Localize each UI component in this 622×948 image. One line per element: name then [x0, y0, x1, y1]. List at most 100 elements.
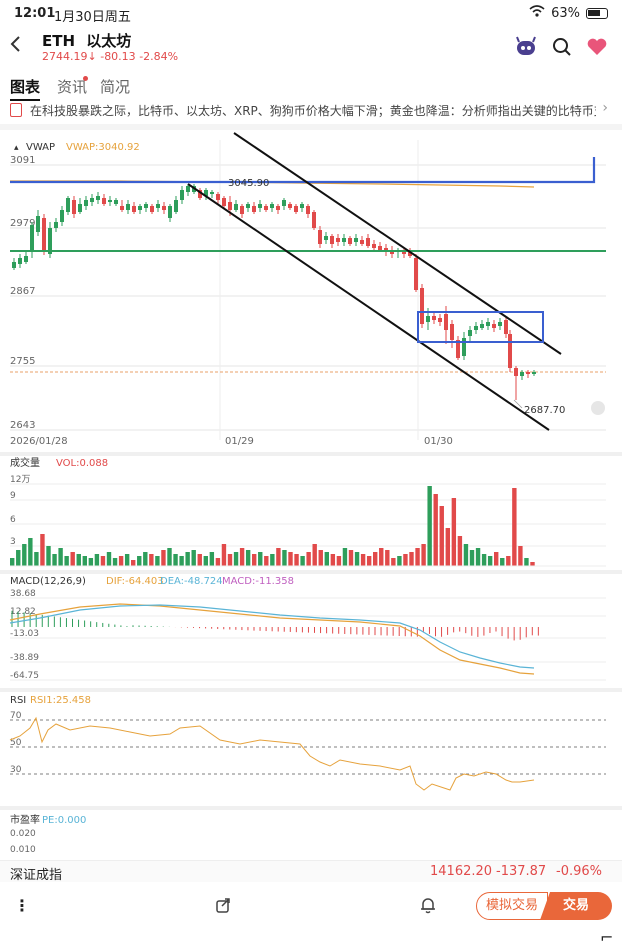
x-tick-label: 01/30 — [424, 436, 453, 447]
candle-body — [348, 238, 352, 244]
candle-body — [162, 206, 166, 210]
volume-bar — [155, 556, 160, 566]
volume-bar — [46, 546, 51, 566]
volume-bar — [143, 552, 148, 566]
status-bar: 12:01 1月30日周五 63% — [0, 0, 622, 28]
favorite-heart-icon[interactable] — [586, 37, 608, 61]
chart-area[interactable]: ▴ VWAP VWAP:3040.92 3091 2979 2867 2755 2643 202… — [0, 0, 622, 860]
candle-body — [18, 258, 22, 264]
candle-body — [414, 258, 418, 290]
candle-body — [108, 200, 112, 202]
volume-bar — [252, 554, 257, 566]
tab-news[interactable]: 资讯 — [57, 78, 88, 96]
volume-title: 成交量 — [10, 456, 40, 469]
pe-y-tick: 0.020 — [10, 829, 36, 839]
volume-bar — [469, 550, 475, 566]
volume-bar — [354, 552, 360, 566]
volume-bar — [282, 550, 287, 566]
volume-bar — [433, 494, 438, 566]
y-tick-label: 2755 — [10, 356, 35, 367]
volume-bar — [88, 558, 94, 566]
volume-bar — [28, 538, 33, 566]
volume-bar — [397, 556, 402, 566]
candle-body — [372, 244, 376, 248]
volume-bar — [276, 548, 281, 566]
index-change: -137.87 — [496, 864, 547, 879]
candle-body — [498, 322, 502, 326]
volume-bar — [379, 548, 384, 566]
macd-y-tick: 38.68 — [10, 589, 36, 599]
volume-bar — [185, 552, 190, 566]
candle-body — [210, 192, 214, 194]
y-tick-label: 2643 — [10, 420, 35, 431]
volume-bar — [106, 552, 112, 566]
volume-bar — [233, 552, 239, 566]
share-icon[interactable] — [215, 897, 231, 917]
volume-bar — [40, 534, 45, 566]
search-icon[interactable] — [552, 37, 572, 61]
price-line: 2744.19↓ -80.13 -2.84% — [42, 50, 178, 63]
volume-bar — [209, 552, 215, 566]
candle-body — [114, 200, 118, 204]
robot-assistant-icon[interactable] — [514, 36, 538, 62]
candle-body — [60, 210, 64, 222]
page-title: ETH 以太坊 — [42, 30, 131, 51]
candle-body — [24, 256, 28, 262]
tab-profile[interactable]: 简况 — [100, 78, 131, 96]
volume-bar — [421, 544, 426, 566]
candle-body — [282, 200, 286, 206]
tab-chart[interactable]: 图表 — [10, 76, 41, 101]
simulated-trade-button[interactable]: 模拟交易 — [476, 892, 548, 920]
candle-body — [378, 246, 382, 250]
candle-body — [252, 206, 256, 212]
macd-y-tick: 12.82 — [10, 607, 36, 617]
rsi-label: RSI1:25.458 — [30, 695, 91, 706]
rsi-line — [9, 716, 535, 791]
volume-bar — [203, 556, 208, 566]
candle-body — [474, 326, 478, 330]
candle-body — [96, 196, 100, 200]
asset-name: 以太坊 — [86, 32, 132, 50]
back-icon[interactable] — [8, 34, 28, 60]
volume-bar — [530, 562, 535, 566]
volume-bar — [161, 550, 166, 566]
macd-title: MACD(12,26,9) — [10, 576, 86, 587]
tab-bar: 图表 资讯 简况 — [0, 76, 622, 102]
macd-y-tick: -38.89 — [10, 653, 39, 663]
candle-body — [36, 216, 40, 232]
volume-bar — [149, 554, 154, 566]
alert-bell-icon[interactable] — [420, 897, 436, 918]
candle-body — [330, 236, 334, 244]
status-icons: 63% — [529, 5, 608, 21]
candle-body — [426, 316, 430, 322]
volume-bar — [64, 556, 69, 566]
volume-bar — [76, 554, 81, 566]
index-bar[interactable]: 深证成指 14162.20 -137.87 -0.96% — [0, 860, 622, 883]
volume-bar — [239, 548, 245, 566]
volume-bar — [312, 544, 317, 566]
candle-body — [342, 238, 346, 242]
volume-bar — [385, 550, 390, 566]
volume-bar — [500, 558, 505, 566]
macd-dif-line — [9, 603, 535, 675]
trade-button[interactable]: 交易 — [540, 892, 612, 920]
consolidation-box — [417, 311, 544, 343]
price-change: -80.13 — [100, 50, 136, 63]
candle-body — [138, 206, 142, 210]
volume-bar — [439, 506, 444, 566]
candle-body — [480, 324, 484, 328]
candle-body — [72, 200, 76, 214]
volume-bar — [22, 544, 27, 566]
volume-bar — [409, 552, 414, 566]
volume-bar — [506, 556, 511, 566]
macd-dif-label: DIF:-64.403 — [106, 576, 164, 587]
candle-body — [300, 204, 304, 208]
volume-bar — [264, 556, 269, 566]
candle-body — [180, 190, 184, 200]
news-ticker[interactable]: 在科技股暴跌之际，比特币、以太坊、XRP、狗狗币价格大幅下滑；黄金也降温：分析师… — [0, 100, 622, 122]
volume-bar — [10, 558, 15, 566]
pe-y-tick: 0.010 — [10, 845, 36, 855]
more-vertical-icon[interactable]: ⋮ — [14, 896, 30, 915]
candle-body — [270, 204, 274, 208]
y-tick-label: 3091 — [10, 155, 35, 166]
